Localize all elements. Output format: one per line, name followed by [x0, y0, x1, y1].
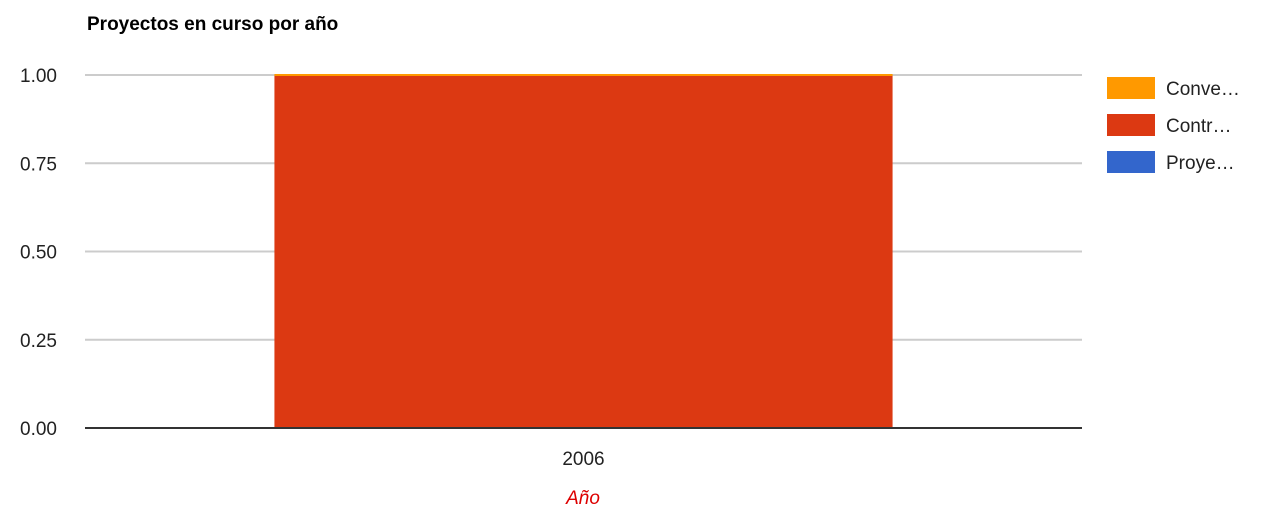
x-tick-label: 2006	[562, 449, 604, 470]
y-tick-label: 0.00	[20, 419, 57, 440]
legend-item[interactable]: Contr…	[1107, 114, 1231, 137]
x-axis-title: Año	[565, 488, 600, 509]
legend-swatch	[1107, 114, 1155, 136]
y-tick-label: 1.00	[20, 66, 57, 87]
bar-contr-2006[interactable]	[274, 75, 893, 428]
legend-label: Conve…	[1166, 79, 1240, 100]
bars[interactable]	[274, 74, 893, 428]
y-tick-label: 0.25	[20, 331, 57, 352]
legend-swatch	[1107, 77, 1155, 99]
x-axis-tick-labels: 2006	[562, 449, 604, 470]
legend-item[interactable]: Conve…	[1107, 77, 1240, 100]
legend-label: Contr…	[1166, 116, 1231, 137]
chart-title: Proyectos en curso por año	[87, 14, 338, 35]
legend-swatch	[1107, 151, 1155, 173]
y-axis-tick-labels: 0.00 0.25 0.50 0.75 1.00	[20, 66, 57, 440]
legend-item[interactable]: Proye…	[1107, 151, 1235, 174]
legend-label: Proye…	[1166, 153, 1235, 174]
legend[interactable]: Conve… Contr… Proye…	[1107, 77, 1240, 174]
y-tick-label: 0.75	[20, 154, 57, 175]
bar-top-edge	[274, 74, 893, 76]
y-tick-label: 0.50	[20, 243, 57, 264]
